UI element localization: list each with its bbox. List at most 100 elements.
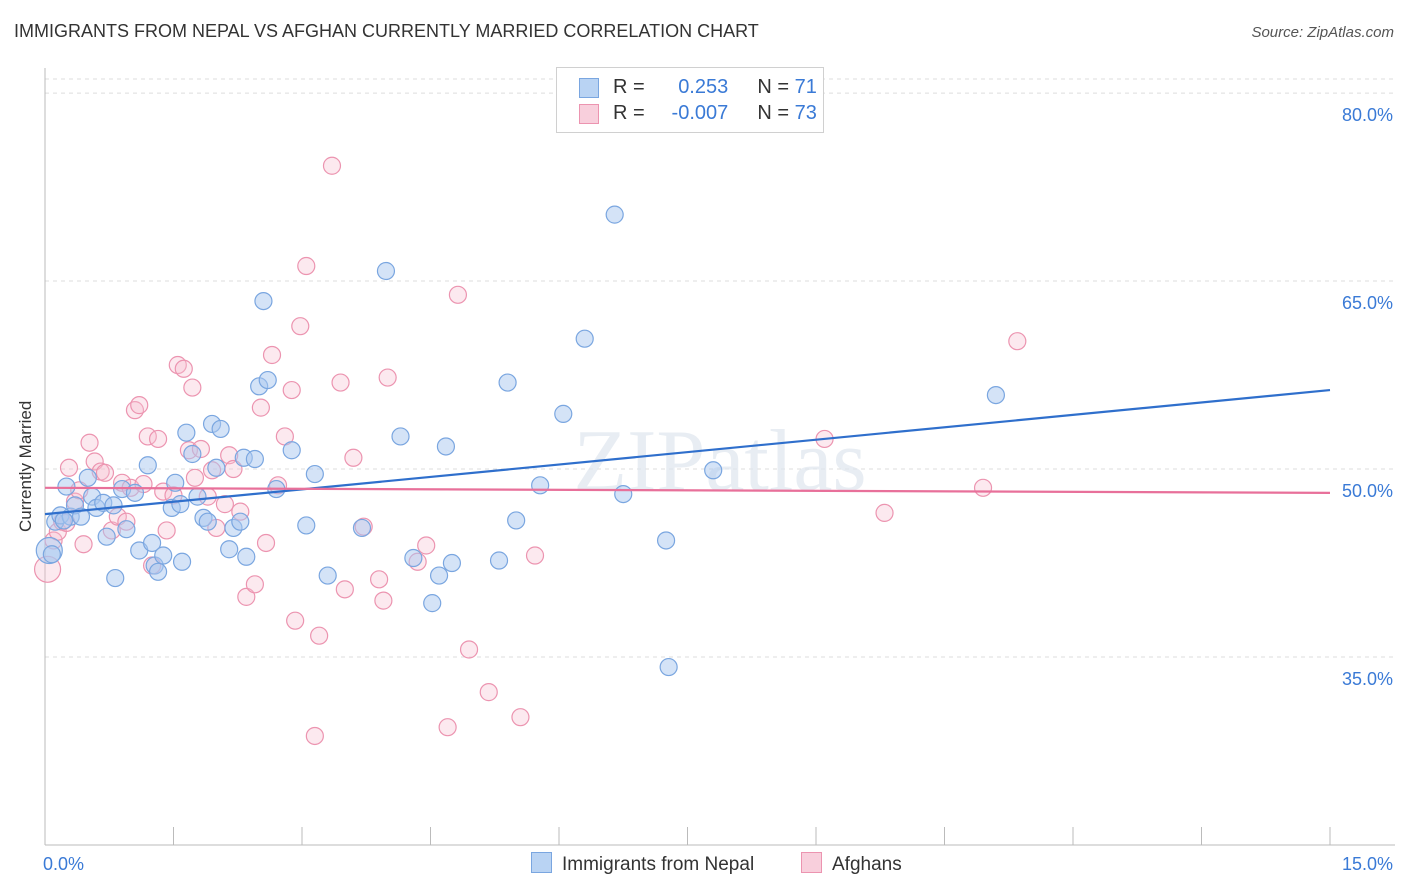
nepal-legend-swatch — [531, 852, 552, 873]
nepal-point — [704, 461, 723, 480]
afghan-point — [459, 640, 479, 659]
nepal-point — [376, 261, 396, 281]
nepal-point — [198, 512, 217, 531]
y-tick-label: 35.0% — [1342, 669, 1393, 689]
nepal-point — [117, 520, 136, 539]
nepal-r-value: 0.253 — [678, 76, 729, 98]
afghan-point — [322, 156, 342, 175]
nepal-swatch — [579, 78, 599, 98]
y-tick-label: 65.0% — [1342, 293, 1393, 313]
nepal-point — [42, 545, 61, 564]
tick-labels: 35.0% 50.0% 65.0% 80.0% 0.0% 15.0% — [43, 105, 1393, 874]
afghan-point — [374, 591, 393, 610]
nepal-point — [183, 444, 202, 464]
chart-title: IMMIGRANTS FROM NEPAL VS AFGHAN CURRENTL… — [14, 21, 759, 41]
afghan-point — [262, 345, 282, 365]
afghan-point — [95, 463, 115, 482]
nepal-point — [142, 533, 162, 553]
afghan-trend-line — [44, 486, 1331, 494]
nepal-point — [489, 551, 509, 570]
afghan-point — [973, 478, 993, 497]
afghan-point — [59, 458, 79, 477]
nepal-point — [78, 468, 97, 487]
afghan-point — [130, 396, 149, 415]
nepal-point — [423, 594, 442, 613]
nepal-point — [404, 548, 423, 568]
axes — [44, 68, 1395, 846]
afghan-point — [291, 317, 310, 336]
afghan-point — [256, 533, 276, 553]
nepal-point — [531, 476, 550, 495]
nepal-point — [305, 464, 324, 484]
correlation-legend: R = 0.253 N = 71 R = -0.007 N = 73 — [556, 67, 824, 133]
afghan-point — [286, 611, 305, 630]
nepal-point — [605, 205, 624, 224]
x-tick-label-min: 0.0% — [43, 854, 84, 874]
afghan-point — [448, 285, 468, 304]
nepal-point — [57, 477, 76, 496]
y-tick-label: 50.0% — [1342, 481, 1393, 501]
afghan-point — [417, 536, 436, 555]
afghan-point — [875, 503, 894, 522]
afghan-legend-swatch — [801, 852, 822, 873]
nepal-point — [138, 456, 157, 475]
nepal-point — [166, 473, 185, 492]
y-tick-label: 80.0% — [1342, 105, 1393, 125]
nepal-n-value: 71 — [794, 76, 817, 98]
afghan-point — [378, 368, 397, 387]
nepal-point — [297, 516, 316, 535]
afghan-point — [183, 378, 202, 397]
afghan-n-value: 73 — [794, 102, 817, 124]
nepal-point — [254, 292, 273, 311]
nepal-point — [429, 566, 449, 585]
nepal-point — [498, 373, 517, 392]
nepal-point — [154, 546, 173, 565]
nepal-point — [125, 483, 145, 502]
afghan-r-value: -0.007 — [671, 102, 729, 124]
afghan-point — [174, 359, 193, 378]
afghan-point — [80, 433, 99, 452]
afghan-point — [237, 587, 256, 606]
trend-lines — [44, 388, 1331, 516]
nepal-r-label: R = — [613, 76, 645, 98]
afghan-point — [157, 521, 176, 540]
afghan-point — [310, 626, 329, 645]
nepal-point — [97, 527, 116, 546]
nepal-point — [211, 419, 230, 439]
afghan-point — [185, 468, 205, 487]
nepal-point — [614, 484, 633, 504]
afghan-point — [479, 683, 498, 702]
source-credit: Source: ZipAtlas.com — [1251, 24, 1394, 41]
afghan-point — [335, 580, 354, 599]
nepal-point — [220, 540, 239, 559]
nepal-point — [352, 518, 372, 538]
nepal-point — [656, 531, 676, 550]
nepal-point — [282, 441, 301, 460]
afghan-point — [85, 452, 104, 471]
bottom-legend-nepal: Immigrants from Nepal — [531, 852, 754, 876]
afghan-points — [33, 156, 1027, 746]
nepal-point — [507, 511, 526, 530]
afghan-point — [370, 570, 389, 589]
afghan-point — [297, 256, 316, 276]
afghan-point — [74, 535, 93, 554]
nepal-legend-label: Immigrants from Nepal — [562, 854, 755, 875]
nepal-points — [35, 205, 1006, 677]
nepal-point — [391, 427, 410, 446]
nepal-point — [106, 568, 125, 588]
afghan-point — [215, 495, 234, 514]
nepal-n-label: N = — [757, 76, 790, 98]
nepal-point — [188, 487, 207, 506]
afghan-point — [511, 708, 530, 727]
nepal-point — [554, 404, 573, 423]
afghan-point — [282, 380, 301, 400]
nepal-point — [54, 511, 73, 530]
nepal-point — [71, 507, 91, 526]
afghan-r-label: R = — [613, 102, 645, 124]
nepal-point — [659, 657, 678, 677]
afghan-legend-label: Afghans — [832, 854, 902, 875]
afghan-point — [525, 546, 545, 565]
nepal-point — [575, 329, 594, 348]
nepal-point — [171, 495, 190, 514]
